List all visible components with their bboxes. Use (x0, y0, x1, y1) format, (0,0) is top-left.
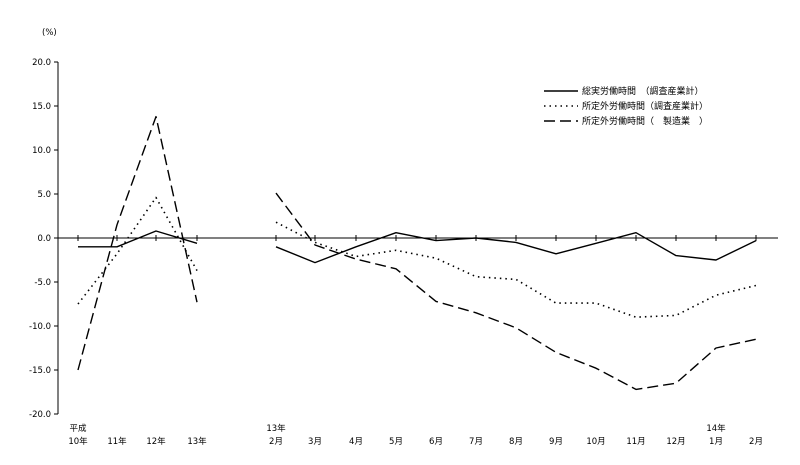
y-tick-label: -5.0 (34, 278, 51, 288)
y-tick-label: 15.0 (32, 102, 51, 112)
legend: 総実労働時間 （調査産業計） 所定外労働時間（調査産業計） 所定外労働時間（ 製造業… (544, 85, 708, 127)
x-tick-label: 10月 (586, 437, 605, 447)
x-tick-label: 12年 (146, 436, 166, 447)
x-tick-label: 8月 (509, 437, 523, 447)
x-axis-ticks: 平成 10年 11年 12年 13年 13年 2月 3月 4月 5月 6月 7月 8月 9月 10月 11月 1… (68, 235, 763, 447)
y-tick-label: -10.0 (29, 322, 51, 332)
series-line-2-annual (77, 196, 198, 305)
legend-label: 所定外労働時間（調査産業計） (582, 100, 708, 112)
y-tick-label: -20.0 (29, 410, 51, 420)
series-line-1-annual (78, 230, 198, 248)
x-tick-label: 5月 (389, 437, 403, 447)
legend-label: 総実労働時間 （調査産業計） (582, 85, 704, 97)
x-tick-label-upper: 平成 (69, 423, 87, 434)
x-tick-label: 7月 (469, 437, 483, 447)
x-tick-label: 2月 (749, 437, 763, 447)
x-tick-label: 11年 (107, 436, 127, 447)
x-tick-label: 2月 (269, 437, 283, 447)
series-lines (77, 115, 757, 391)
x-tick-label: 9月 (549, 437, 563, 447)
y-tick-label: 5.0 (37, 190, 51, 200)
y-axis-ticks: 20.0 15.0 10.0 5.0 0.0 -5.0 -10.0 -15.0 -20.0 (29, 58, 58, 420)
y-tick-label: 10.0 (32, 146, 51, 156)
y-unit-label: (%) (42, 28, 57, 38)
x-tick-label: 4月 (349, 437, 363, 447)
x-tick-label: 11月 (626, 437, 645, 447)
x-tick-label: 6月 (429, 437, 443, 447)
series-line-3-monthly (275, 192, 757, 391)
y-tick-label: 0.0 (37, 234, 51, 244)
x-tick-label-upper: 13年 (266, 423, 286, 434)
y-tick-label: 20.0 (32, 58, 51, 68)
x-tick-label-upper: 14年 (706, 423, 726, 434)
legend-label: 所定外労働時間（ 製造業 ） (582, 115, 708, 127)
y-tick-label: -15.0 (29, 366, 51, 376)
x-tick-label: 12月 (666, 437, 685, 447)
x-tick-label: 13年 (187, 436, 207, 447)
x-tick-label: 3月 (308, 437, 322, 447)
x-tick-label: 10年 (68, 436, 88, 447)
axes (57, 62, 778, 414)
series-line-1-monthly (275, 231, 757, 264)
x-tick-label: 1月 (709, 437, 723, 447)
series-line-3-annual (77, 115, 198, 371)
